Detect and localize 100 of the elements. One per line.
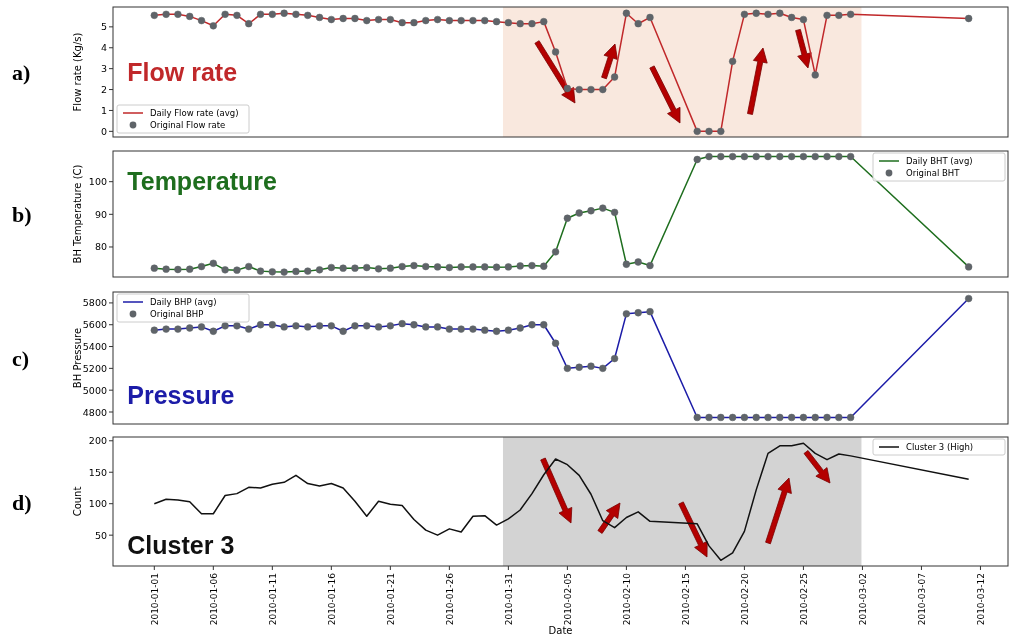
annotation: Flow rate — [127, 58, 238, 86]
x-tick-label: 2010-03-07 — [916, 573, 927, 626]
point — [374, 15, 383, 24]
y-tick-label: 90 — [94, 208, 107, 220]
point — [516, 20, 524, 28]
point — [764, 152, 772, 161]
point — [587, 362, 595, 370]
point — [174, 10, 182, 18]
point — [965, 263, 973, 271]
point — [398, 19, 406, 27]
point — [209, 327, 217, 335]
y-tick-label: 80 — [94, 241, 107, 253]
y-axis-title: BH Pressure — [72, 327, 83, 389]
y-tick-label: 100 — [88, 498, 107, 510]
point — [776, 152, 784, 161]
point — [292, 267, 300, 276]
point — [457, 325, 465, 333]
point — [728, 413, 737, 422]
point — [563, 84, 572, 93]
point — [811, 413, 819, 422]
annotation: Temperature — [127, 167, 277, 196]
point — [610, 354, 619, 363]
point — [339, 327, 347, 335]
point — [516, 262, 524, 270]
point — [752, 152, 760, 161]
point — [315, 322, 324, 330]
point — [764, 413, 772, 422]
point — [776, 413, 784, 422]
y-tick-label: 0 — [100, 125, 107, 137]
point — [398, 262, 406, 271]
point — [445, 263, 454, 272]
point — [150, 264, 158, 272]
point — [398, 319, 406, 328]
point — [776, 9, 784, 17]
point — [610, 208, 619, 217]
point — [186, 324, 194, 332]
point — [469, 16, 477, 25]
point — [256, 321, 265, 329]
point — [811, 71, 819, 79]
point — [563, 364, 572, 373]
point — [587, 207, 595, 215]
point — [587, 85, 595, 94]
point — [634, 309, 642, 317]
annotation: Pressure — [127, 380, 235, 409]
point — [422, 323, 430, 331]
point — [846, 413, 855, 422]
point — [516, 324, 524, 332]
point — [233, 266, 241, 274]
point — [799, 413, 808, 422]
point — [162, 265, 170, 273]
y-tick-label: 3 — [100, 63, 107, 75]
point — [705, 413, 713, 422]
point — [752, 413, 760, 422]
x-tick-label: 2010-03-02 — [857, 573, 868, 626]
y-axis-title: Flow rate (Kg/s) — [72, 32, 83, 112]
point — [752, 9, 760, 17]
point — [551, 248, 560, 256]
y-tick-label: 4800 — [82, 406, 107, 418]
point — [197, 323, 206, 331]
annotation: Cluster 3 — [127, 531, 235, 560]
point — [540, 321, 548, 329]
point — [481, 326, 489, 334]
point — [363, 263, 371, 272]
y-tick-label: 5600 — [82, 319, 107, 331]
point — [481, 263, 489, 271]
point — [174, 265, 182, 274]
point — [563, 214, 572, 222]
point — [728, 152, 737, 161]
point — [528, 261, 536, 270]
y-tick-label: 200 — [88, 435, 107, 447]
point — [221, 266, 229, 274]
point — [540, 262, 548, 270]
point — [327, 322, 335, 330]
point — [717, 127, 725, 136]
point — [492, 327, 501, 335]
point — [740, 413, 749, 422]
point — [835, 413, 843, 422]
point — [764, 10, 772, 18]
point — [492, 263, 501, 271]
point — [622, 310, 631, 318]
point — [386, 264, 394, 272]
point — [304, 11, 312, 20]
text: d) — [12, 489, 32, 515]
point — [504, 19, 513, 27]
x-tick-label: 2010-01-21 — [385, 573, 396, 626]
y-tick-label: 5800 — [82, 297, 107, 309]
legend-label: Original BHP — [150, 309, 204, 319]
point — [374, 323, 383, 331]
point — [386, 322, 394, 330]
x-tick-label: 2010-02-05 — [562, 573, 573, 626]
x-tick-label: 2010-01-31 — [503, 573, 514, 626]
y-tick-label: 150 — [88, 466, 107, 478]
point — [622, 260, 631, 268]
point — [835, 152, 843, 161]
x-axis-title: Date — [548, 625, 573, 636]
point — [846, 10, 855, 18]
point — [693, 413, 701, 422]
legend-label: Daily BHT (avg) — [906, 156, 973, 166]
x-tick-label: 2010-01-16 — [326, 572, 337, 626]
point — [469, 263, 477, 271]
